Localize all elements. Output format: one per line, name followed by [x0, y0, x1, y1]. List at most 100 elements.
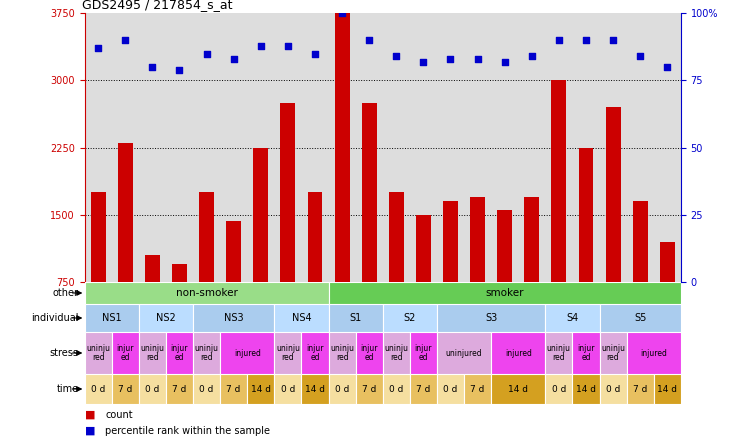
- Text: ■: ■: [85, 426, 95, 436]
- Point: [146, 63, 158, 71]
- Bar: [335, 13, 350, 282]
- Bar: [166, 333, 193, 373]
- Bar: [606, 107, 620, 282]
- Text: injured: injured: [505, 349, 531, 357]
- Point: [201, 50, 213, 57]
- Point: [336, 10, 348, 17]
- Text: 7 d: 7 d: [362, 385, 376, 393]
- Text: 7 d: 7 d: [118, 385, 132, 393]
- Bar: [193, 333, 220, 373]
- Point: [607, 37, 619, 44]
- Bar: [600, 374, 626, 404]
- Bar: [91, 192, 106, 282]
- Text: NS2: NS2: [156, 313, 176, 323]
- Bar: [491, 333, 545, 373]
- Bar: [573, 374, 600, 404]
- Bar: [253, 148, 268, 282]
- Text: injur
ed: injur ed: [116, 345, 134, 362]
- Point: [445, 56, 456, 63]
- Text: 0 d: 0 d: [280, 385, 295, 393]
- Text: uninju
red: uninju red: [141, 345, 164, 362]
- Text: 0 d: 0 d: [443, 385, 458, 393]
- Text: NS1: NS1: [102, 313, 121, 323]
- Text: 14 d: 14 d: [576, 385, 596, 393]
- Text: 7 d: 7 d: [470, 385, 485, 393]
- Bar: [275, 333, 302, 373]
- Bar: [85, 304, 139, 332]
- Text: injur
ed: injur ed: [414, 345, 432, 362]
- Bar: [328, 304, 383, 332]
- Point: [92, 45, 104, 52]
- Text: uninjured: uninjured: [446, 349, 482, 357]
- Bar: [383, 304, 437, 332]
- Point: [662, 63, 673, 71]
- Text: count: count: [105, 410, 133, 420]
- Bar: [199, 192, 214, 282]
- Bar: [545, 374, 573, 404]
- Text: S4: S4: [566, 313, 578, 323]
- Text: 14 d: 14 d: [657, 385, 677, 393]
- Bar: [247, 374, 275, 404]
- Text: 14 d: 14 d: [509, 385, 528, 393]
- Text: 7 d: 7 d: [172, 385, 187, 393]
- Bar: [626, 374, 654, 404]
- Bar: [118, 143, 132, 282]
- Bar: [545, 304, 600, 332]
- Text: 14 d: 14 d: [251, 385, 271, 393]
- Bar: [573, 333, 600, 373]
- Text: 7 d: 7 d: [227, 385, 241, 393]
- Bar: [302, 374, 328, 404]
- Text: uninju
red: uninju red: [384, 345, 408, 362]
- Point: [634, 53, 646, 60]
- Text: 0 d: 0 d: [606, 385, 620, 393]
- Bar: [416, 215, 431, 282]
- Text: injur
ed: injur ed: [361, 345, 378, 362]
- Bar: [355, 333, 383, 373]
- Bar: [275, 304, 328, 332]
- Text: ■: ■: [85, 410, 95, 420]
- Text: 0 d: 0 d: [335, 385, 350, 393]
- Text: other: other: [53, 288, 79, 298]
- Text: percentile rank within the sample: percentile rank within the sample: [105, 426, 270, 436]
- Bar: [172, 264, 187, 282]
- Text: GDS2495 / 217854_s_at: GDS2495 / 217854_s_at: [82, 0, 232, 11]
- Bar: [383, 333, 410, 373]
- Bar: [410, 333, 437, 373]
- Text: 0 d: 0 d: [199, 385, 213, 393]
- Bar: [85, 374, 112, 404]
- Text: uninju
red: uninju red: [276, 345, 300, 362]
- Point: [282, 42, 294, 49]
- Point: [174, 66, 185, 73]
- Bar: [166, 374, 193, 404]
- Bar: [361, 103, 377, 282]
- Bar: [437, 304, 545, 332]
- Bar: [308, 192, 322, 282]
- Text: time: time: [57, 384, 79, 394]
- Bar: [85, 333, 112, 373]
- Text: stress: stress: [49, 348, 79, 358]
- Bar: [145, 255, 160, 282]
- Bar: [633, 202, 648, 282]
- Point: [228, 56, 240, 63]
- Text: uninju
red: uninju red: [330, 345, 354, 362]
- Bar: [578, 148, 593, 282]
- Text: S1: S1: [350, 313, 362, 323]
- Bar: [545, 333, 573, 373]
- Bar: [112, 333, 139, 373]
- Text: 0 d: 0 d: [145, 385, 160, 393]
- Text: NS4: NS4: [291, 313, 311, 323]
- Point: [472, 56, 484, 63]
- Bar: [280, 103, 295, 282]
- Point: [119, 37, 131, 44]
- Point: [553, 37, 565, 44]
- Text: 7 d: 7 d: [633, 385, 648, 393]
- Bar: [464, 374, 491, 404]
- Bar: [626, 333, 681, 373]
- Bar: [443, 202, 458, 282]
- Bar: [498, 210, 512, 282]
- Text: individual: individual: [31, 313, 79, 323]
- Bar: [383, 374, 410, 404]
- Bar: [524, 197, 539, 282]
- Bar: [328, 282, 681, 304]
- Bar: [220, 374, 247, 404]
